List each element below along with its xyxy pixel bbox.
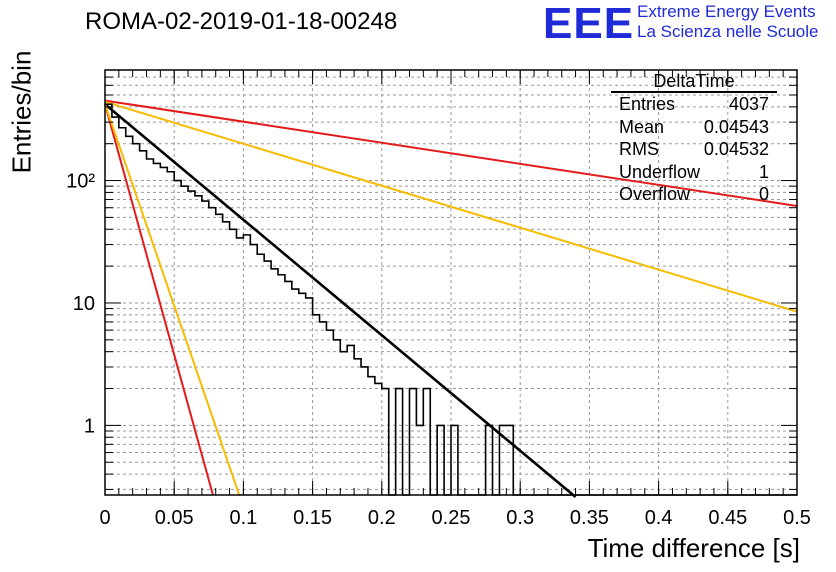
x-tick-label: 0 [99,507,110,529]
eee-logo: EEE [543,0,635,48]
x-tick-label: 0.4 [645,507,673,529]
stats-title: DeltaTime [653,71,735,91]
x-tick-label: 0.3 [506,507,534,529]
stats-value: 1 [758,161,769,182]
x-tick-label: 0.05 [155,507,194,529]
fit-curve [104,100,798,313]
x-tick-label: 0.25 [432,507,471,529]
stats-row-rms: RMS 0.04532 [611,138,777,161]
logo-subtitle-1: Extreme Energy Events [637,2,816,21]
x-tick-label: 0.1 [229,507,257,529]
stats-box: DeltaTime Entries 4037 Mean 0.04543 RMS … [611,71,777,206]
stats-label: Overflow [619,184,691,204]
stats-row-overflow: Overflow 0 [611,183,777,206]
stats-row-underflow: Underflow 1 [611,161,777,184]
stats-label: Underflow [619,161,701,182]
x-tick-label: 0.45 [708,507,747,529]
stats-label: Mean [619,116,665,137]
x-tick-labels: 0 0.05 0.1 0.15 0.2 0.25 0.3 0.35 0.4 0.45 0.5 [99,507,810,529]
plot-title: ROMA-02-2019-01-18-00248 [85,8,398,35]
fit-curve [104,103,241,496]
stats-label: RMS [619,139,659,159]
stats-value: 4037 [728,94,769,114]
logo-subtitle-2: La Scienza nelle Scuole [637,22,819,41]
y-tick-label: 10² [66,171,95,193]
stats-value: 0 [758,184,769,204]
x-axis-label: Time difference [s] [587,533,800,563]
x-tick-label: 0.35 [570,507,609,529]
stats-row-entries: Entries 4037 [611,93,777,116]
y-tick-label: 1 [84,415,95,437]
axis-ticks [104,69,798,495]
stats-row-mean: Mean 0.04543 [611,116,777,139]
stats-title-underline [611,91,777,93]
y-tick-label: 10 [73,293,95,315]
fit-curve [104,99,798,207]
stats-value: 0.04532 [703,139,769,159]
stats-label: Entries [619,94,676,114]
fit-curve [104,103,577,499]
y-axis-label: Entries/bin [6,50,37,174]
fit-curve [104,103,214,496]
x-tick-label: 0.15 [293,507,332,529]
stats-value: 0.04543 [703,116,769,137]
x-tick-label: 0.5 [783,507,811,529]
x-tick-label: 0.2 [368,507,396,529]
fit-curves [104,99,798,499]
y-tick-labels: 1 10 10² [66,171,95,438]
